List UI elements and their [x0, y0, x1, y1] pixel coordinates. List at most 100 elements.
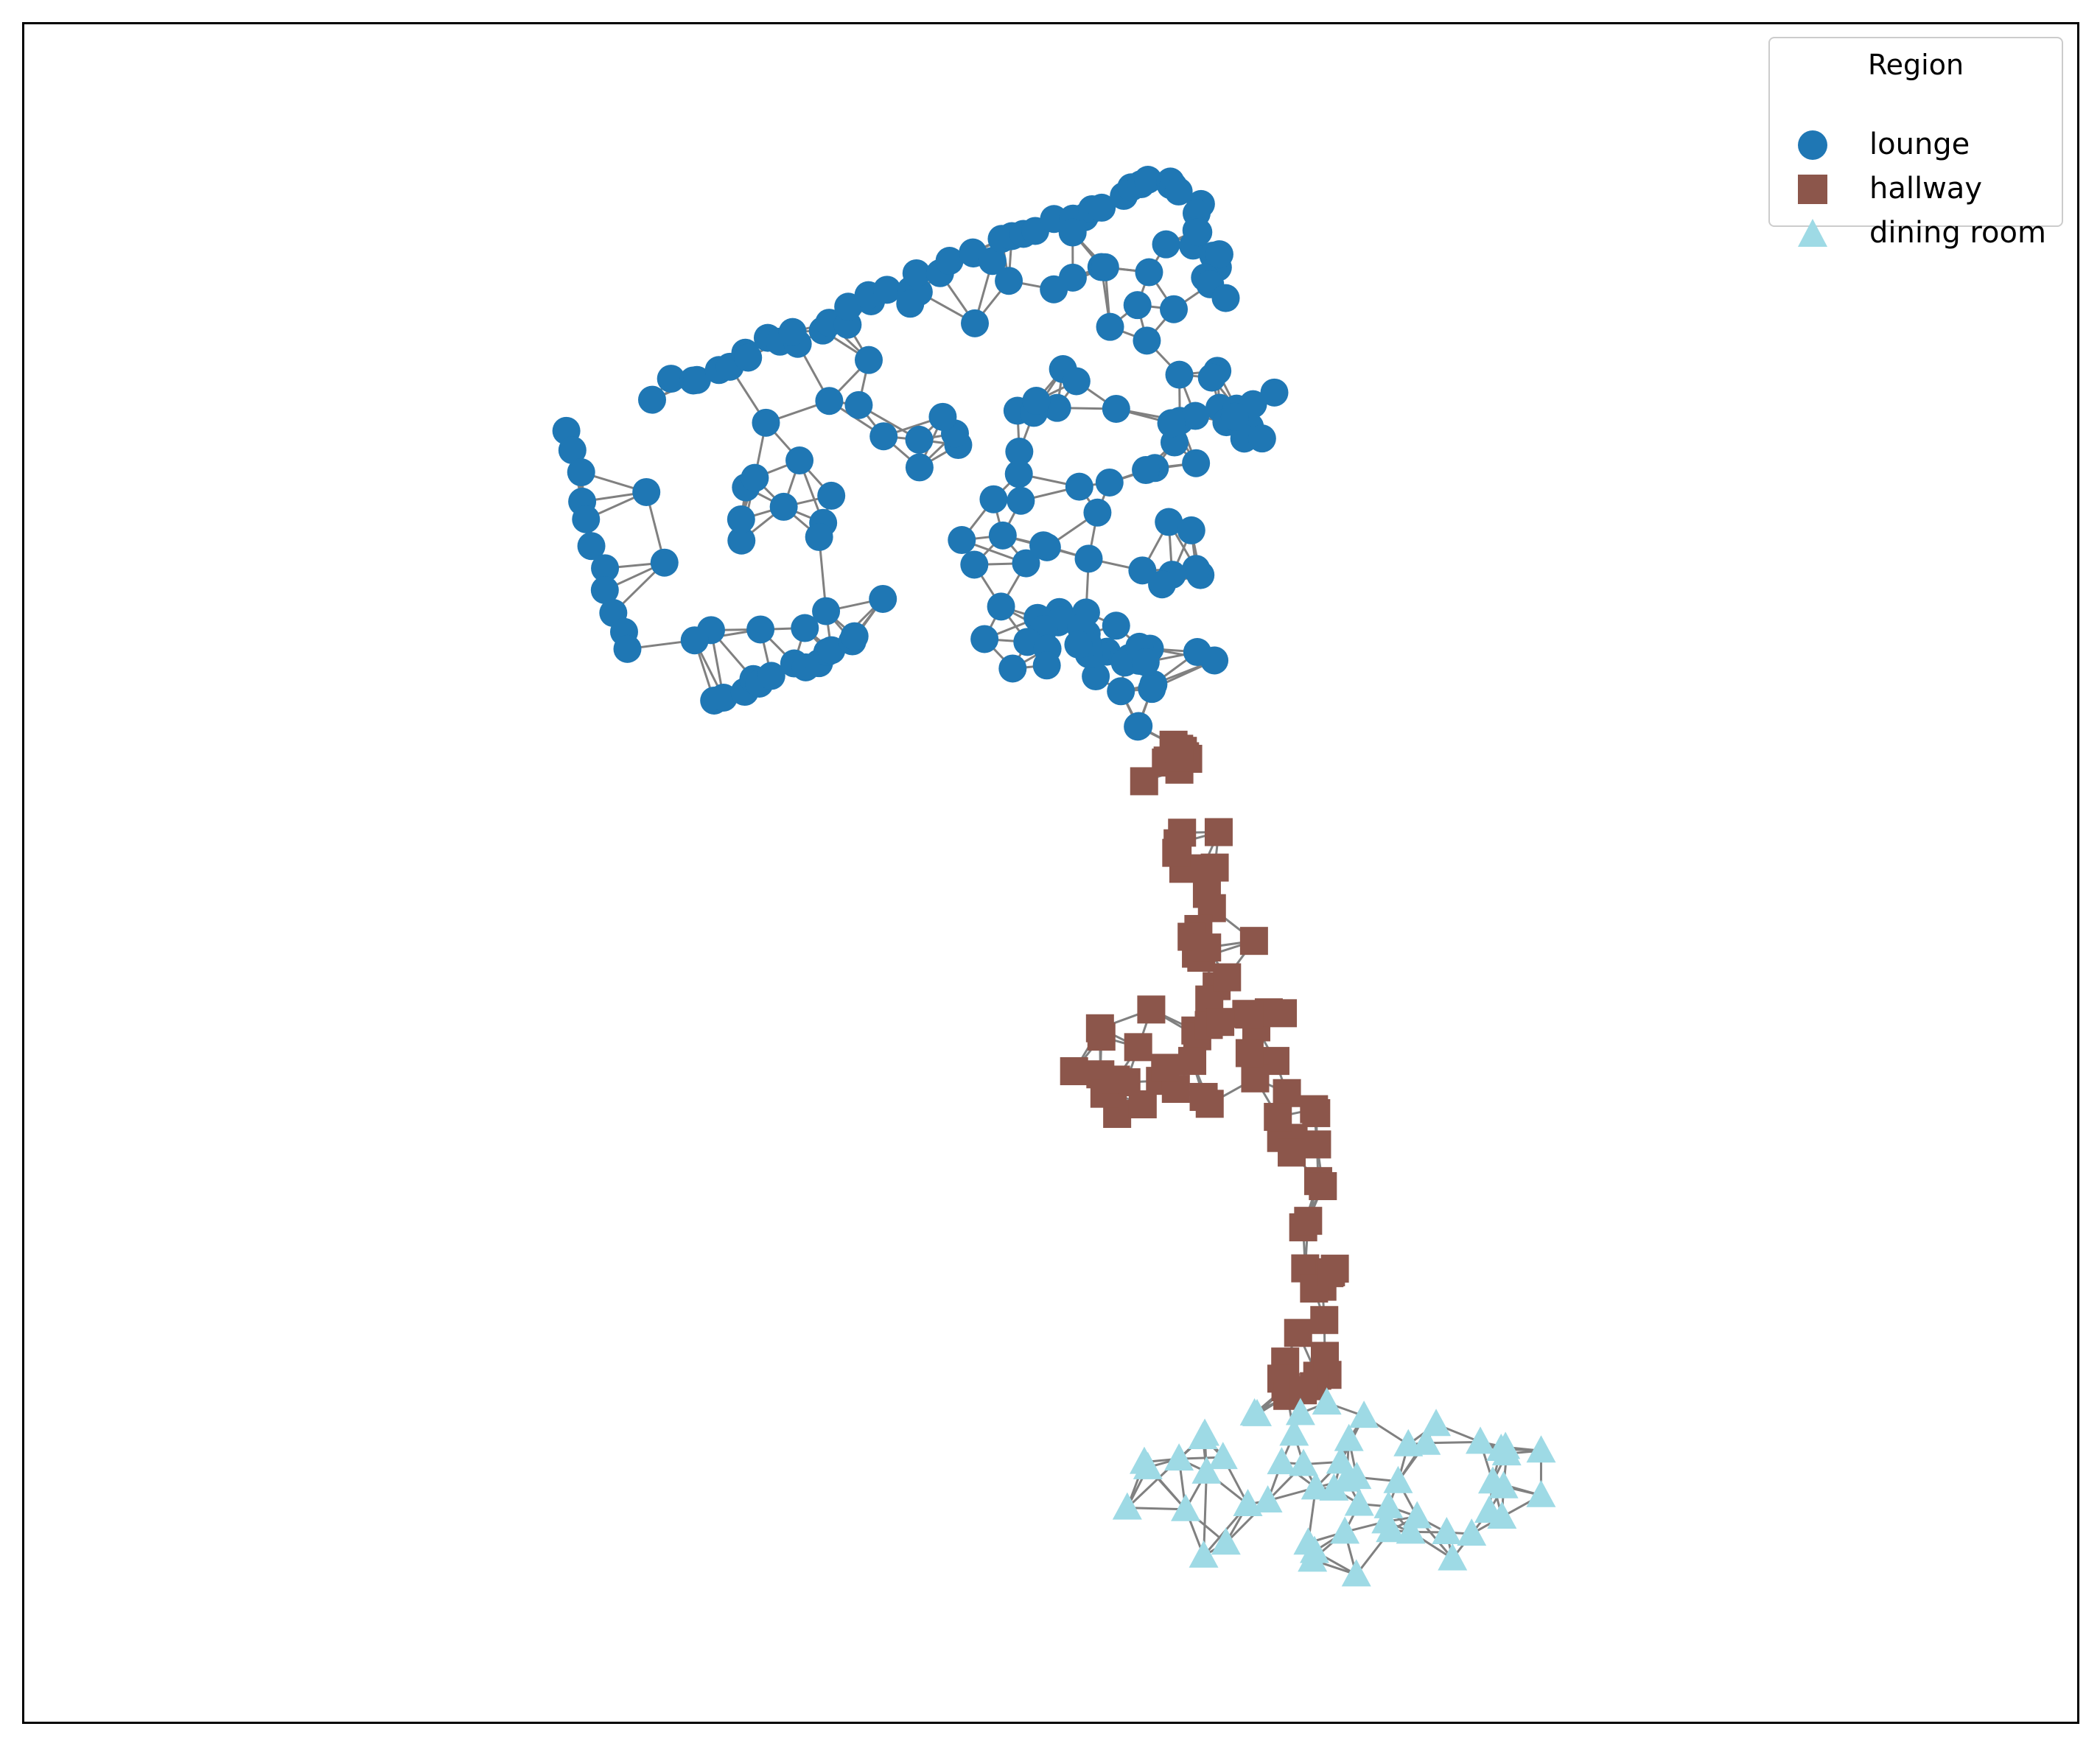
lounge-node — [778, 318, 807, 346]
lounge-node — [961, 309, 990, 337]
lounge-node — [960, 550, 989, 579]
lounge-node — [757, 662, 785, 690]
dining-room-node — [1457, 1518, 1487, 1546]
lounge-node — [1260, 378, 1289, 407]
dining-room-node — [1171, 1493, 1201, 1521]
legend: Region lounge hallway dining room — [1768, 37, 2063, 250]
lounge-node — [567, 458, 595, 487]
graph-edge — [1127, 1507, 1186, 1511]
lounge-node — [815, 387, 844, 416]
lounge-node — [1095, 468, 1124, 497]
hallway-node — [1206, 1008, 1235, 1037]
lounge-node — [1058, 218, 1087, 247]
lounge-node — [791, 614, 819, 642]
lounge-node — [1004, 460, 1033, 488]
lounge-node — [734, 343, 763, 372]
lounge-node — [727, 505, 755, 533]
lounge-node — [817, 636, 846, 665]
lounge-node — [979, 485, 1008, 513]
dining-room-node — [1466, 1426, 1496, 1454]
dining-room-node — [1312, 1387, 1342, 1415]
dining-room-node — [1474, 1495, 1505, 1523]
nodes-layer — [552, 165, 1556, 1587]
lounge-node — [1220, 402, 1249, 431]
hallway-node — [1085, 1014, 1114, 1042]
hallway-node — [1294, 1207, 1323, 1235]
dining-room-node — [1189, 1540, 1219, 1568]
lounge-node — [1088, 193, 1116, 222]
lounge-node — [1065, 472, 1093, 501]
dining-room-node — [1191, 1456, 1222, 1484]
lounge-node — [752, 408, 780, 437]
dining-room-node — [1211, 1527, 1241, 1555]
lounge-node — [632, 477, 661, 506]
legend-label-hallway: hallway — [1869, 172, 1982, 206]
dining-room-node — [1341, 1559, 1371, 1587]
lounge-node — [1132, 456, 1161, 485]
hallway-node — [1124, 1033, 1152, 1062]
hallway-node — [1317, 1258, 1345, 1286]
lounge-node — [1102, 611, 1130, 640]
dining-room-node — [1421, 1409, 1452, 1437]
dining-room-node — [1334, 1423, 1364, 1451]
dining-room-node — [1488, 1470, 1519, 1498]
dining-room-node — [1376, 1515, 1406, 1543]
lounge-node — [812, 597, 841, 625]
lounge-node — [1131, 648, 1160, 676]
lounge-node — [1029, 531, 1058, 560]
lounge-node — [1247, 424, 1276, 453]
lounge-node — [1012, 549, 1040, 578]
dining-room-node — [1526, 1435, 1556, 1463]
hallway-node — [1195, 1090, 1224, 1118]
dining-room-node — [1285, 1398, 1315, 1426]
lounge-node — [1211, 284, 1240, 312]
hallway-node — [1128, 1090, 1157, 1119]
lounge-node — [1138, 675, 1166, 704]
lounge-node — [1040, 275, 1068, 304]
lounge-node — [1032, 651, 1061, 680]
dining-room-triangle-marker — [1798, 219, 1827, 247]
lounge-node — [1182, 555, 1211, 583]
dining-room-node — [1396, 1516, 1426, 1544]
hallway-node — [1137, 995, 1166, 1024]
dining-room-node — [1129, 1446, 1159, 1474]
lounge-node — [769, 492, 798, 521]
lounge-node — [928, 402, 957, 431]
lounge-node — [1091, 253, 1119, 281]
dining-room-node — [1301, 1472, 1331, 1500]
legend-item-hallway: hallway — [1770, 167, 2062, 211]
dining-room-node — [1330, 1516, 1360, 1544]
dining-room-node — [1267, 1447, 1297, 1475]
hallway-node — [1264, 1103, 1292, 1132]
lounge-node — [1148, 570, 1177, 599]
plot-frame — [22, 22, 2079, 1724]
dining-room-node — [1253, 1484, 1283, 1512]
hallway-node — [1303, 1130, 1331, 1159]
lounge-node — [970, 625, 999, 653]
hallway-node — [1235, 1000, 1264, 1029]
hallway-node — [1213, 963, 1242, 992]
lounge-node — [1165, 360, 1194, 389]
lounge-node — [1083, 498, 1112, 527]
lounge-node — [1160, 295, 1189, 323]
lounge-node — [987, 592, 1015, 621]
lounge-node — [1135, 258, 1163, 287]
lounge-node — [1064, 630, 1093, 659]
lounge-node — [855, 346, 883, 374]
lounge-node — [1183, 638, 1211, 667]
lounge-node — [988, 521, 1017, 550]
dining-room-node — [1526, 1479, 1556, 1507]
hallway-node — [1278, 1138, 1306, 1167]
lounge-node — [805, 522, 833, 551]
lounge-node — [905, 425, 934, 454]
lounge-node — [680, 626, 709, 655]
lounge-node — [1197, 363, 1226, 392]
lounge-node — [1022, 387, 1051, 416]
dining-room-node — [1293, 1527, 1323, 1555]
lounge-node — [840, 622, 869, 651]
lounge-node — [577, 532, 606, 561]
dining-room-node — [1344, 1488, 1374, 1516]
lounge-node — [905, 453, 934, 482]
